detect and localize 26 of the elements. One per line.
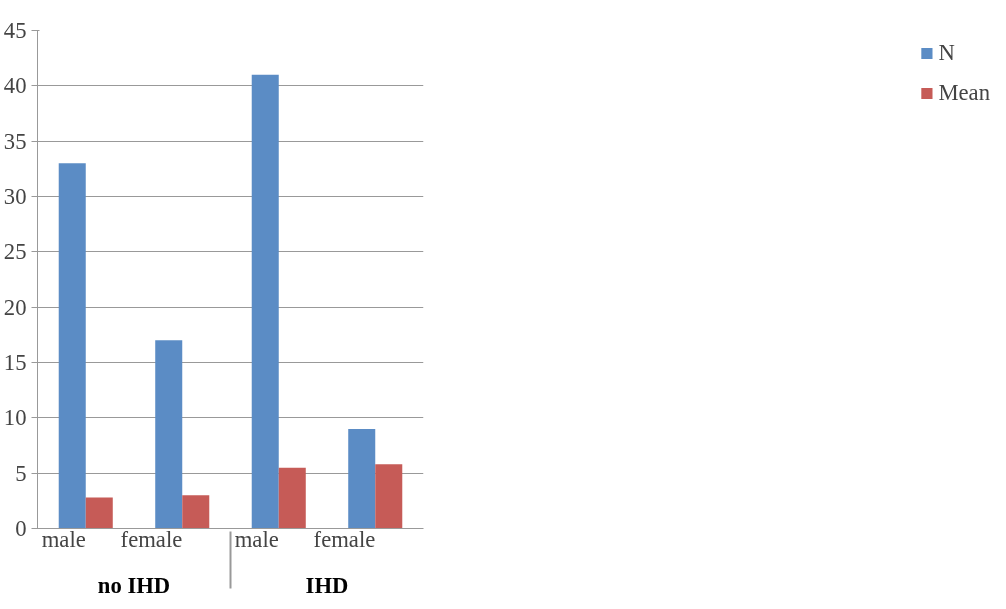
text: no IHD (97, 572, 171, 598)
y-tick-label: 5 (15, 460, 27, 486)
y-tick-label: 15 (3, 350, 27, 375)
y-tick-label: 0 (15, 516, 27, 541)
x-tick-label: male (41, 527, 86, 552)
y-tick-label: 45 (3, 18, 27, 43)
y-tick-label: 10 (3, 405, 27, 431)
x-tick-label: female (313, 527, 376, 552)
y-tick-label: 30 (3, 184, 27, 209)
bar (278, 467, 306, 529)
bar (182, 495, 210, 529)
bar (85, 497, 113, 529)
y-tick-label: 35 (3, 128, 27, 154)
y-tick-label: 25 (3, 239, 27, 265)
bar (348, 428, 376, 529)
x-tick-label: female (120, 527, 183, 552)
bar (58, 163, 86, 529)
y-tick-label: 40 (3, 73, 27, 99)
text: IHD (305, 572, 349, 598)
bar (155, 340, 183, 529)
bar (251, 74, 279, 529)
x-tick-label: male (234, 527, 279, 552)
legend-label: Mean (938, 80, 990, 106)
y-tick-label: 20 (3, 294, 27, 320)
legend-label: N (938, 40, 956, 66)
bar (375, 464, 403, 529)
